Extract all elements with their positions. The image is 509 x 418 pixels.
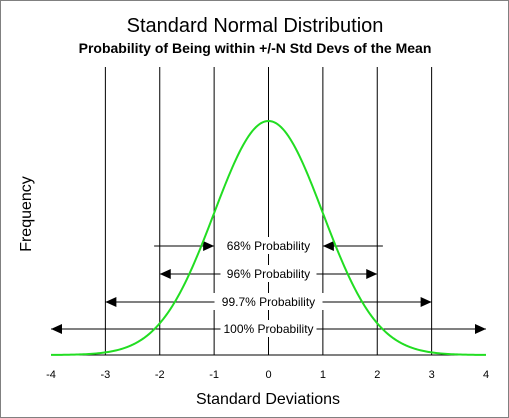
x-axis-label: Standard Deviations [196, 391, 340, 408]
annotation-1: 68% Probability [154, 237, 383, 254]
x-tick-label: -3 [100, 369, 110, 381]
x-tick-label: 3 [429, 369, 435, 381]
x-tick-label: -1 [209, 369, 219, 381]
x-tick-label: 1 [320, 369, 326, 381]
x-tick-label: 2 [374, 369, 380, 381]
annotation-label-bg [218, 265, 319, 282]
annotation-4: 100% Probability [51, 320, 486, 337]
arrowhead [475, 324, 486, 334]
arrowhead [159, 269, 171, 279]
arrowhead [51, 324, 62, 334]
y-axis-label: Frequency [18, 176, 35, 252]
annotation-3: 99.7% Probability [105, 293, 432, 310]
arrowhead [322, 241, 334, 251]
annotation-label: 96% Probability [227, 267, 310, 281]
normal-curve-line [50, 119, 487, 356]
annotation-label: 99.7% Probability [222, 295, 315, 309]
annotation-label-bg [218, 320, 319, 337]
annotation-label: 100% Probability [223, 322, 313, 336]
x-tick-label: -2 [155, 369, 165, 381]
arrowhead [203, 241, 215, 251]
x-tick-label: -4 [46, 369, 56, 381]
arrowhead [105, 297, 117, 307]
x-tick-labels: -4 -3 -2 -1 0 1 2 3 4 [46, 369, 489, 381]
arrowhead [366, 269, 378, 279]
probability-annotations: 68% Probability 96% Probability 99.7% Prob… [51, 237, 486, 337]
chart-title: Standard Normal Distribution [127, 15, 384, 37]
annotation-label: 68% Probability [227, 239, 310, 253]
annotation-label-bg [218, 237, 319, 254]
x-tick-label: 4 [483, 369, 489, 381]
annotation-label-bg [212, 293, 325, 310]
gridlines [104, 67, 433, 355]
chart-subtitle: Probability of Being within +/-N Std Dev… [79, 40, 432, 56]
series-group [50, 119, 487, 356]
x-tick-label: 0 [265, 369, 271, 381]
arrowhead [420, 297, 432, 307]
